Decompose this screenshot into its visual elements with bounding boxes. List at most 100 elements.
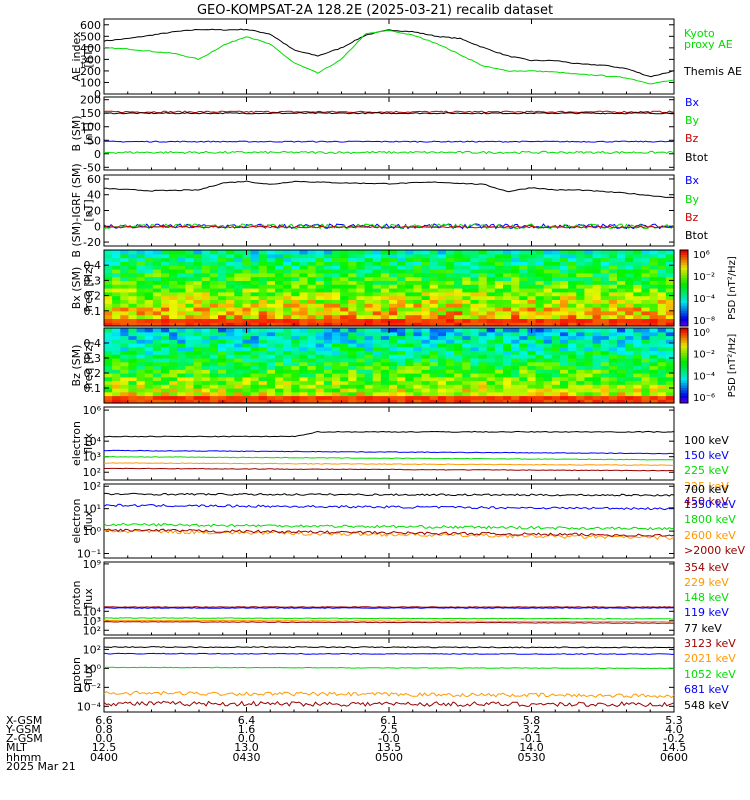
spectrogram-cell <box>250 391 260 397</box>
spectrogram-cell <box>136 261 146 266</box>
spectrogram-cell <box>144 339 154 344</box>
spectrogram-cell <box>136 307 146 312</box>
colorbar-segment <box>680 298 688 302</box>
spectrogram-cell <box>356 369 366 374</box>
spectrogram-cell <box>291 303 301 308</box>
spectrogram-cell <box>120 335 130 340</box>
spectrogram-cell <box>592 276 602 281</box>
spectrogram-cell <box>307 310 317 316</box>
spectrogram-cell <box>429 269 439 274</box>
spectrogram-cell <box>275 358 284 363</box>
spectrogram-cell <box>665 391 675 397</box>
spectrogram-cell <box>177 265 187 270</box>
spectrogram-cell <box>551 361 561 367</box>
spectrogram-cell <box>234 303 244 308</box>
spectrogram-cell <box>201 361 211 367</box>
spectrogram-cell <box>185 284 195 289</box>
spectrogram-cell <box>136 388 146 393</box>
spectrogram-cell <box>657 391 667 397</box>
spectrogram-cell <box>234 365 244 370</box>
spectrogram-cell <box>112 310 121 316</box>
spectrogram-cell <box>543 322 553 327</box>
spectrogram-cell <box>185 346 195 352</box>
spectrogram-cell <box>283 380 292 385</box>
spectrogram-cell <box>462 257 472 262</box>
spectrogram-cell <box>568 391 577 397</box>
spectrogram-cell <box>283 318 292 323</box>
spectrogram-cell <box>462 388 472 393</box>
spectrogram-cell <box>209 361 219 367</box>
spectrogram-cell <box>625 291 634 297</box>
spectrogram-cell <box>315 257 325 262</box>
spectrogram-cell <box>617 322 626 327</box>
spectrogram-cell <box>348 261 358 266</box>
spectrogram-cell <box>242 269 252 274</box>
spectrogram-cell <box>519 257 529 262</box>
spectrogram-cell <box>185 310 195 316</box>
spectrogram-cell <box>332 339 341 344</box>
spectrogram-cell <box>161 335 170 340</box>
spectrogram-cell <box>657 376 667 382</box>
spectrogram-cell <box>372 303 382 308</box>
spectrogram-cell <box>177 384 187 389</box>
spectrogram-cell <box>446 365 455 370</box>
spectrogram-cell <box>275 328 284 333</box>
spectrogram-cell <box>299 354 309 359</box>
spectrogram-cell <box>193 358 203 363</box>
spectrogram-cell <box>323 288 333 293</box>
spectrogram-cell <box>657 295 667 300</box>
spectrogram-cell <box>209 269 219 274</box>
legend-label: 548 keV <box>684 699 729 712</box>
spectrogram-cell <box>511 295 520 300</box>
spectrogram-cell <box>226 299 235 304</box>
spectrogram-cell <box>527 373 537 378</box>
spectrogram-cell <box>128 395 138 400</box>
spectrogram-cell <box>608 280 618 285</box>
spectrogram-cell <box>625 369 634 374</box>
spectrogram-cell <box>543 250 553 255</box>
spectrogram-cell <box>568 350 577 355</box>
spectrogram-cell <box>307 307 317 312</box>
spectrogram-cell <box>161 380 170 385</box>
spectrogram-cell <box>560 358 569 363</box>
spectrogram-cell <box>104 250 113 255</box>
spectrogram-cell <box>617 318 626 323</box>
spectrogram-cell <box>177 314 187 319</box>
spectrogram-cell <box>291 350 301 355</box>
spectrogram-cell <box>576 399 586 404</box>
spectrogram-cell <box>128 310 138 316</box>
spectrogram-cell <box>104 331 113 337</box>
spectrogram-cell <box>291 380 301 385</box>
spectrogram-cell <box>283 322 292 327</box>
spectrogram-cell <box>446 288 455 293</box>
spectrogram-cell <box>421 303 431 308</box>
spectrogram-cell <box>307 391 317 397</box>
spectrogram-cell <box>584 369 594 374</box>
spectrogram-cell <box>478 314 488 319</box>
legend-label: Themis AE <box>683 65 742 78</box>
spectrogram-cell <box>234 257 244 262</box>
spectrogram-cell <box>543 376 553 382</box>
spectrogram-cell <box>413 380 423 385</box>
spectrogram-cell <box>592 284 602 289</box>
colorbar-segment <box>680 385 688 389</box>
spectrogram-cell <box>266 384 276 389</box>
spectrogram-cell <box>315 395 325 400</box>
spectrogram-cell <box>201 272 211 278</box>
spectrogram-cell <box>209 272 219 278</box>
spectrogram-cell <box>177 339 187 344</box>
spectrogram-cell <box>421 380 431 385</box>
spectrogram-cell <box>226 307 235 312</box>
spectrogram-cell <box>649 339 659 344</box>
spectrogram-cell <box>519 269 529 274</box>
spectrogram-cell <box>462 250 472 255</box>
spectrogram-cell <box>470 284 480 289</box>
series-line-150-kev <box>103 449 675 455</box>
spectrogram-cell <box>665 346 675 352</box>
colorbar-tick-label: 10⁻⁸ <box>693 316 715 327</box>
spectrogram-cell <box>372 265 382 270</box>
spectrogram-cell <box>218 369 227 374</box>
spectrogram-cell <box>429 261 439 266</box>
spectrogram-cell <box>625 391 634 397</box>
spectrogram-cell <box>364 361 374 367</box>
